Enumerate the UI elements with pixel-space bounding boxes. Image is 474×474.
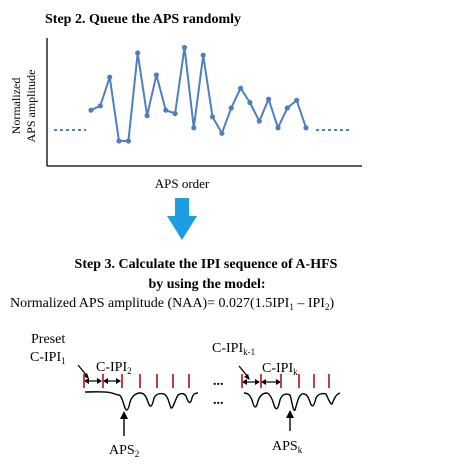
series-point <box>209 114 216 120</box>
step2-title: Step 2. Queue the APS randomly <box>45 12 241 27</box>
series-point <box>135 50 141 56</box>
apsk-pointer-arrow-icon <box>286 410 294 431</box>
series-point <box>256 118 262 124</box>
c-ipi1-pointer-arrow-icon <box>77 364 89 379</box>
series-point <box>116 138 122 144</box>
series-point <box>144 113 150 119</box>
c-ipik-label: C-IPIk <box>262 361 298 377</box>
series-point <box>294 97 300 103</box>
ellipsis-top: ... <box>213 374 224 389</box>
series-point <box>97 103 103 109</box>
ellipsis-bottom: ... <box>213 393 224 408</box>
series-point <box>153 72 159 78</box>
series-point <box>200 52 206 58</box>
x-axis-label: APS order <box>155 176 210 191</box>
series-point <box>275 125 281 131</box>
series-point <box>172 110 178 117</box>
series-point <box>303 125 309 131</box>
series-point <box>247 99 253 106</box>
down-arrow-icon <box>167 198 197 240</box>
apsk-label: APSk <box>272 439 303 455</box>
series-point <box>284 105 290 111</box>
c-ipi2-label: C-IPI2 <box>96 360 132 376</box>
y-axis-label-line1: Normalized <box>9 78 23 135</box>
series-point <box>191 125 197 131</box>
step3-subtitle: by using the model: <box>148 277 265 292</box>
c-ipik1-label: C-IPIk-1 <box>212 341 255 357</box>
y-axis-label-line2: APS amplitude <box>24 69 38 142</box>
c-ipik1-interval-arrow-icon <box>242 379 260 385</box>
step3-title: Step 3. Calculate the IPI sequence of A-… <box>75 257 338 272</box>
series-point <box>266 96 272 102</box>
series-points <box>88 44 309 144</box>
series-point <box>228 105 234 111</box>
stimulus-ticks <box>83 374 330 388</box>
c-ipi2-interval-arrow-icon <box>103 378 121 384</box>
c-ipik1-pointer-arrow-icon <box>238 365 250 380</box>
c-ipik-interval-arrow-icon <box>261 379 281 385</box>
aps2-pointer-arrow-icon <box>120 411 128 436</box>
series-point <box>107 74 113 80</box>
series-point <box>163 107 169 113</box>
c-ipi1-interval-arrow-icon <box>84 378 102 384</box>
c-ipi1-label: C-IPI1 <box>30 350 66 366</box>
waveform-right <box>243 392 341 411</box>
series-point <box>219 130 225 136</box>
model-formula: Normalized APS amplitude (NAA)= 0.027(1.… <box>10 296 334 312</box>
waveform-left <box>84 391 199 411</box>
series-point <box>238 85 244 91</box>
series-point <box>88 107 94 113</box>
series-line <box>90 47 307 142</box>
series-point <box>125 138 131 144</box>
series-point <box>181 44 188 51</box>
aps2-label: APS2 <box>109 443 139 459</box>
preset-label: Preset <box>31 332 65 347</box>
